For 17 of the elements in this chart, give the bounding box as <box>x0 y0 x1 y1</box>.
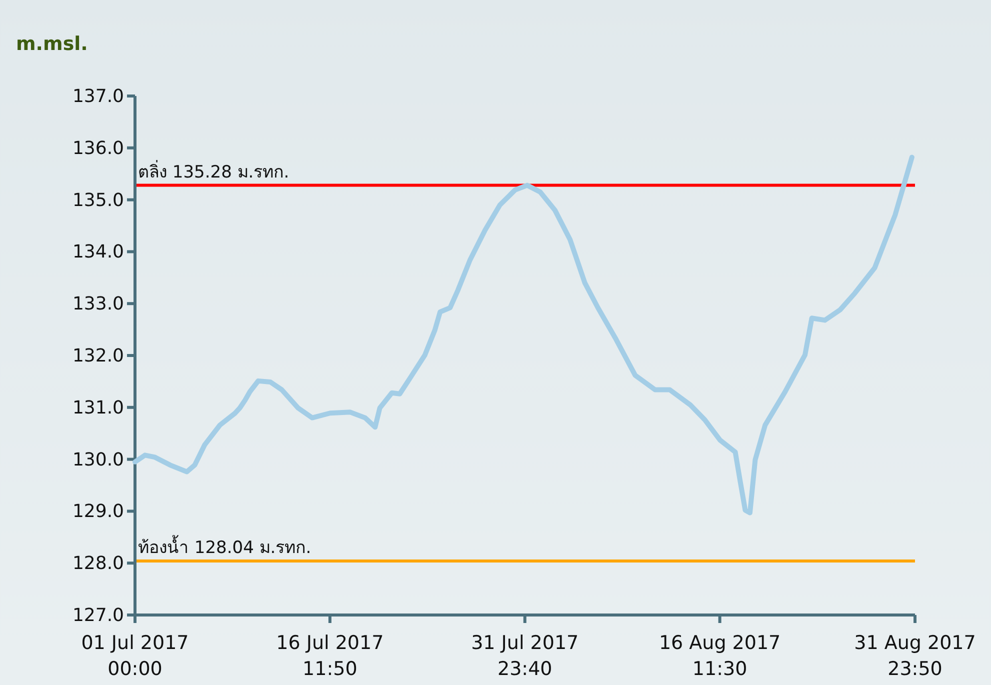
y-tick-label: 127.0 <box>72 605 124 626</box>
y-tick-label: 133.0 <box>72 294 124 315</box>
x-tick-label: 31 Jul 2017 23:40 <box>471 632 579 680</box>
y-tick-label: 131.0 <box>72 397 124 418</box>
ylabel: m.msl. <box>16 33 88 55</box>
y-tick-label: 132.0 <box>72 346 124 366</box>
y-tick-label: 129.0 <box>72 501 124 522</box>
x-tick-label: 16 Jul 2017 11:50 <box>276 632 384 680</box>
y-tick-label: 128.0 <box>72 553 124 574</box>
y-tick-label: 137.0 <box>72 86 124 107</box>
y-tick-label: 135.0 <box>72 190 124 211</box>
x-tick-label: 16 Aug 2017 11:30 <box>658 632 781 680</box>
y-tick-label: 136.0 <box>72 138 124 159</box>
x-tick-label: 01 Jul 2017 00:00 <box>81 632 189 680</box>
y-tick-label: 134.0 <box>72 242 124 263</box>
x-tick-label: 31 Aug 2017 23:50 <box>854 632 976 680</box>
y-tick-label: 130.0 <box>72 449 124 470</box>
